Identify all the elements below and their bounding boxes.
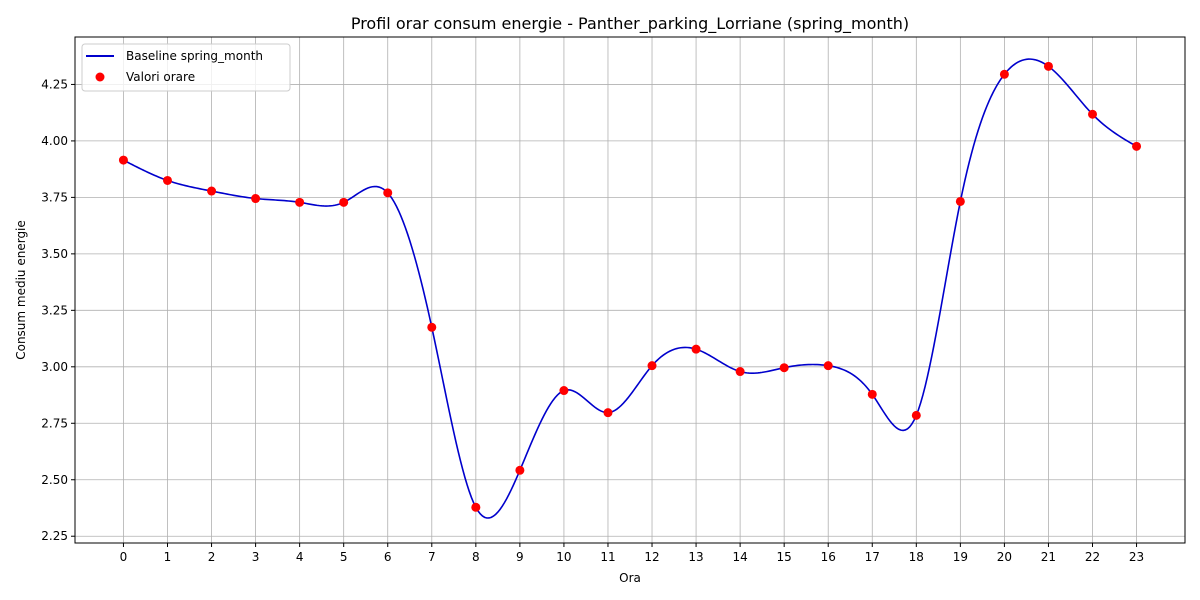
- x-tick-label: 14: [732, 550, 747, 564]
- data-point: [118, 155, 128, 165]
- data-point: [251, 194, 261, 204]
- data-point: [339, 197, 349, 207]
- x-tick-label: 19: [953, 550, 968, 564]
- x-tick-label: 12: [644, 550, 659, 564]
- data-point: [735, 367, 745, 377]
- data-point: [1132, 141, 1142, 151]
- plot-frame: [74, 36, 1186, 544]
- series-line-layer: [123, 58, 1137, 519]
- x-tick-label: 11: [600, 550, 615, 564]
- x-tick-label: 21: [1041, 550, 1056, 564]
- chart-title: Profil orar consum energie - Panther_par…: [351, 14, 909, 34]
- data-point: [383, 188, 393, 198]
- x-tick-label: 1: [164, 550, 172, 564]
- x-axis: 0 1 2 3 4 5 6 7 8 9 10 11 12 13 14 15 16 17 18 19 20 21 22 23: [120, 543, 1144, 564]
- y-axis: 2.25 2.50 2.75 3.00 3.25 3.50 3.75 4.00 4.25: [41, 77, 75, 543]
- legend-point-swatch: [95, 72, 105, 82]
- x-tick-label: 8: [472, 550, 480, 564]
- y-tick-label: 2.25: [41, 529, 68, 543]
- y-tick-label: 3.50: [41, 247, 68, 261]
- data-point: [823, 361, 833, 371]
- data-point: [955, 196, 965, 206]
- baseline-series-line: [123, 58, 1137, 519]
- y-tick-label: 3.25: [41, 303, 68, 317]
- data-point: [207, 186, 217, 196]
- x-tick-label: 6: [384, 550, 392, 564]
- data-point: [471, 502, 481, 512]
- x-tick-label: 18: [909, 550, 924, 564]
- series-points-layer: [118, 61, 1142, 512]
- x-tick-label: 5: [340, 550, 348, 564]
- legend-label-line: Baseline spring_month: [126, 49, 263, 63]
- data-point: [779, 363, 789, 373]
- y-tick-label: 4.00: [41, 134, 68, 148]
- y-tick-label: 3.00: [41, 360, 68, 374]
- x-tick-label: 15: [777, 550, 792, 564]
- legend-label-points: Valori orare: [126, 70, 195, 84]
- data-point: [691, 344, 701, 354]
- x-tick-label: 16: [821, 550, 836, 564]
- y-tick-label: 2.75: [41, 416, 68, 430]
- x-tick-label: 17: [865, 550, 880, 564]
- x-tick-label: 9: [516, 550, 524, 564]
- x-tick-label: 0: [120, 550, 128, 564]
- legend: Baseline spring_month Valori orare: [81, 43, 291, 92]
- data-point: [295, 197, 305, 207]
- data-point: [603, 408, 613, 418]
- x-tick-label: 4: [296, 550, 304, 564]
- y-axis-title: Consum mediu energie: [14, 220, 28, 360]
- data-point: [867, 389, 877, 399]
- data-point: [911, 410, 921, 420]
- y-tick-label: 3.75: [41, 190, 68, 204]
- y-tick-label: 2.50: [41, 473, 68, 487]
- x-tick-label: 22: [1085, 550, 1100, 564]
- grid: [75, 37, 1185, 543]
- x-tick-label: 20: [997, 550, 1012, 564]
- data-point: [163, 175, 172, 185]
- x-tick-label: 10: [556, 550, 571, 564]
- x-tick-label: 13: [688, 550, 703, 564]
- x-tick-label: 3: [252, 550, 260, 564]
- x-axis-title: Ora: [619, 571, 641, 585]
- data-point: [515, 465, 525, 475]
- x-tick-label: 2: [208, 550, 216, 564]
- data-point: [999, 69, 1009, 79]
- data-point: [1043, 61, 1053, 71]
- data-point: [647, 361, 657, 371]
- x-tick-label: 7: [428, 550, 436, 564]
- data-point: [427, 322, 437, 332]
- y-tick-label: 4.25: [41, 77, 68, 91]
- data-point: [1088, 109, 1097, 119]
- data-point: [559, 386, 569, 396]
- x-tick-label: 23: [1129, 550, 1144, 564]
- legend-box: [81, 43, 291, 92]
